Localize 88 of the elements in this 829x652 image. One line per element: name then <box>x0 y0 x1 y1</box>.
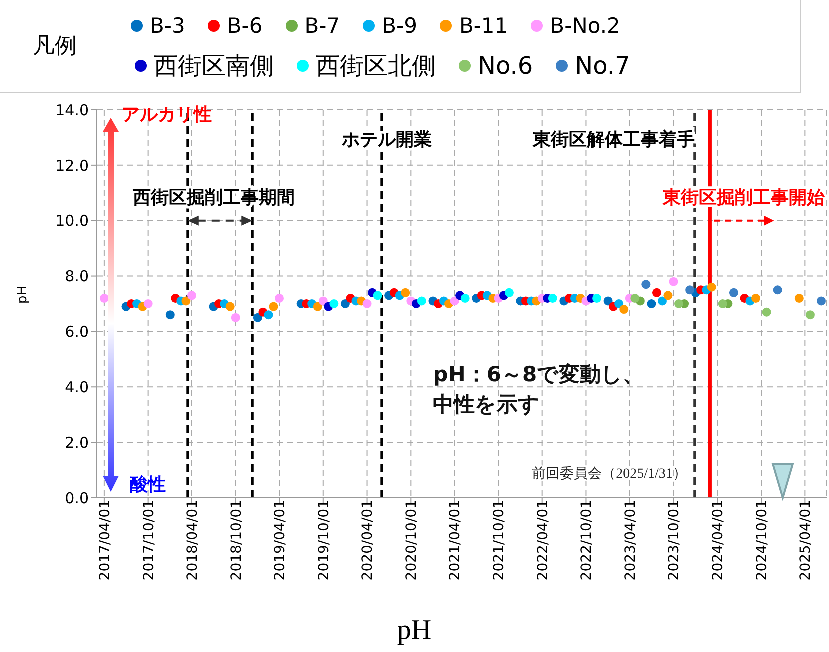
x-tick-label: 2017/10/01 <box>141 500 158 581</box>
point <box>647 300 656 308</box>
x-tick-label: 2018/04/01 <box>184 500 201 581</box>
legend-label: B-11 <box>459 14 508 38</box>
legend-label: B-9 <box>382 14 418 38</box>
y-tick-label: 12.0 <box>56 156 89 175</box>
legend-label: B-No.2 <box>550 14 620 38</box>
point <box>253 313 262 322</box>
x-tick-label: 2021/10/01 <box>492 500 508 581</box>
point <box>275 294 284 303</box>
point <box>264 310 274 320</box>
point <box>362 300 372 308</box>
y-tick-label: 2.0 <box>65 434 89 452</box>
legend-label: 西街区北側 <box>316 51 436 82</box>
point <box>269 302 278 312</box>
y-tick-label: 6.0 <box>65 323 89 342</box>
legend-label: B-6 <box>227 14 263 38</box>
point <box>669 277 678 286</box>
point <box>144 300 153 308</box>
x-tick-label: 2021/04/01 <box>448 500 464 581</box>
point <box>762 308 772 317</box>
point <box>707 282 716 292</box>
point <box>318 296 328 306</box>
legend-label: No.6 <box>478 52 534 80</box>
x-tick-label: 2023/04/01 <box>622 500 639 581</box>
x-tick-label: 2024/10/01 <box>754 500 770 581</box>
annotation: アルカリ性 <box>122 104 212 126</box>
x-tick-label: 2018/10/01 <box>228 500 245 581</box>
legend-label: B-7 <box>304 14 340 38</box>
point <box>806 310 815 320</box>
point <box>794 294 804 303</box>
point <box>100 294 109 303</box>
point <box>313 302 322 312</box>
x-tick-label: 2025/04/01 <box>798 500 814 581</box>
x-tick-label: 2022/10/01 <box>579 500 596 581</box>
point <box>620 305 629 314</box>
point <box>231 313 240 322</box>
x-tick-label: 2020/04/01 <box>360 500 376 581</box>
y-axis-title: pH <box>16 286 31 304</box>
point <box>460 294 470 303</box>
point <box>401 288 410 298</box>
point <box>664 291 673 300</box>
y-tick-label: 8.0 <box>65 268 89 286</box>
point <box>614 300 624 308</box>
point <box>592 294 602 303</box>
point <box>417 296 426 306</box>
point <box>729 288 738 298</box>
legend-label: 西街区南側 <box>154 51 274 82</box>
point <box>630 294 640 303</box>
point <box>340 300 350 308</box>
point <box>187 291 196 300</box>
x-tick-label: 2019/10/01 <box>316 500 332 581</box>
point <box>718 300 728 308</box>
x-tick-label: 2022/04/01 <box>535 500 552 581</box>
annotation: pH：6～8で変動し、中性を示す <box>433 362 644 417</box>
x-tick-label: 2017/04/01 <box>97 500 114 581</box>
annotation: 酸性 <box>130 474 166 496</box>
x-tick-label: 2023/10/01 <box>666 500 683 581</box>
point <box>642 280 651 290</box>
point <box>773 286 782 295</box>
annotation: 前回委員会（2025/1/31） <box>532 466 687 482</box>
point <box>166 310 175 320</box>
point <box>652 288 662 298</box>
y-tick-label: 4.0 <box>65 378 89 396</box>
point <box>674 300 684 308</box>
point <box>816 296 826 306</box>
point <box>548 294 558 303</box>
legend-title: 凡例 <box>32 33 78 61</box>
x-tick-label: 2019/04/01 <box>272 500 288 581</box>
legend-label: No.7 <box>575 52 630 80</box>
legend-label: B-3 <box>150 14 186 38</box>
x-axis-title: pH <box>396 615 433 647</box>
point <box>373 291 382 300</box>
point <box>686 286 695 295</box>
ref-line-label: 東街区解体工事着手 <box>532 129 695 150</box>
point <box>658 296 667 306</box>
point <box>226 302 235 312</box>
x-tick-label: 2020/10/01 <box>404 500 420 581</box>
y-tick-label: 10.0 <box>56 212 89 230</box>
point <box>752 294 761 303</box>
y-tick-label: 0.0 <box>65 489 89 508</box>
point <box>450 296 460 306</box>
point <box>604 296 613 306</box>
point <box>182 296 191 306</box>
point <box>504 288 514 298</box>
y-tick-label: 14.0 <box>56 101 89 120</box>
point <box>330 300 339 308</box>
x-tick-label: 2024/04/01 <box>710 500 727 581</box>
